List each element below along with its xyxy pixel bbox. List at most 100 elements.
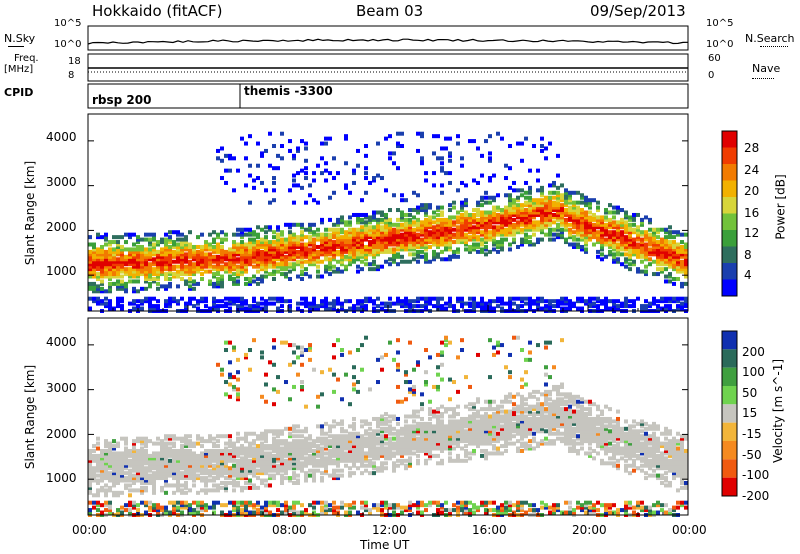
- heatmap-cell: [268, 272, 272, 277]
- heatmap-cell: [100, 259, 104, 264]
- heatmap-cell: [440, 205, 444, 210]
- heatmap-cell: [620, 225, 624, 230]
- heatmap-cell: [256, 176, 260, 181]
- heatmap-cell: [564, 306, 568, 311]
- heatmap-cell: [556, 232, 560, 237]
- heatmap-cell: [216, 456, 220, 461]
- heatmap-cell: [360, 247, 364, 252]
- heatmap-cell: [88, 235, 92, 240]
- heatmap-cell: [180, 483, 184, 488]
- heatmap-cell: [252, 259, 256, 264]
- heatmap-cell: [300, 262, 304, 267]
- heatmap-cell: [172, 296, 176, 301]
- heatmap-cell: [232, 242, 236, 247]
- heatmap-cell: [308, 247, 312, 252]
- heatmap-cell: [92, 254, 96, 259]
- heatmap-cell: [264, 429, 268, 434]
- heatmap-cell: [332, 230, 336, 235]
- heatmap-cell: [328, 441, 332, 446]
- heatmap-cell: [248, 200, 252, 205]
- heatmap-cell: [388, 419, 392, 424]
- heatmap-cell: [360, 505, 364, 510]
- heatmap-cell: [476, 203, 480, 208]
- heatmap-cell: [256, 269, 260, 274]
- heatmap-cell: [304, 299, 308, 304]
- heatmap-cell: [108, 448, 112, 453]
- heatmap-cell: [176, 299, 180, 304]
- heatmap-cell: [116, 296, 120, 301]
- heatmap-cell: [232, 466, 236, 471]
- heatmap-cell: [348, 220, 352, 225]
- heatmap-cell: [292, 178, 296, 183]
- heatmap-cell: [520, 215, 524, 220]
- heatmap-cell: [344, 242, 348, 247]
- heatmap-cell: [436, 244, 440, 249]
- heatmap-cell: [180, 232, 184, 237]
- heatmap-cell: [680, 267, 684, 272]
- heatmap-cell: [100, 476, 104, 481]
- heatmap-cell: [608, 306, 612, 311]
- heatmap-cell: [644, 257, 648, 262]
- heatmap-cell: [168, 257, 172, 262]
- heatmap-cell: [288, 461, 292, 466]
- heatmap-cell: [464, 227, 468, 232]
- heatmap-cell: [408, 426, 412, 431]
- heatmap-cell: [376, 244, 380, 249]
- heatmap-cell: [288, 139, 292, 144]
- heatmap-cell: [288, 444, 292, 449]
- heatmap-cell: [256, 264, 260, 269]
- heatmap-cell: [408, 441, 412, 446]
- heatmap-cell: [496, 220, 500, 225]
- heatmap-cell: [232, 384, 236, 389]
- heatmap-cell: [336, 463, 340, 468]
- heatmap-cell: [204, 463, 208, 468]
- heatmap-cell: [160, 451, 164, 456]
- heatmap-cell: [124, 281, 128, 286]
- heatmap-cell: [164, 252, 168, 257]
- heatmap-cell: [272, 276, 276, 281]
- heatmap-cell: [628, 227, 632, 232]
- heatmap-cell: [356, 389, 360, 394]
- heatmap-cell: [360, 212, 364, 217]
- heatmap-cell: [296, 237, 300, 242]
- heatmap-cell: [584, 240, 588, 245]
- heatmap-cell: [156, 281, 160, 286]
- heatmap-cell: [684, 296, 688, 301]
- heatmap-cell: [392, 463, 396, 468]
- heatmap-cell: [112, 249, 116, 254]
- heatmap-cell: [272, 269, 276, 274]
- heatmap-cell: [104, 252, 108, 257]
- heatmap-cell: [660, 306, 664, 311]
- heatmap-cell: [104, 249, 108, 254]
- heatmap-cell: [380, 235, 384, 240]
- heatmap-cell: [252, 264, 256, 269]
- heatmap-cell: [220, 176, 224, 181]
- heatmap-cell: [424, 240, 428, 245]
- heatmap-cell: [344, 436, 348, 441]
- heatmap-cell: [92, 473, 96, 478]
- heatmap-cell: [404, 304, 408, 309]
- heatmap-cell: [260, 296, 264, 301]
- heatmap-cell: [640, 254, 644, 259]
- heatmap-cell: [380, 421, 384, 426]
- heatmap-cell: [340, 217, 344, 222]
- heatmap-cell: [672, 257, 676, 262]
- heatmap-cell: [152, 252, 156, 257]
- heatmap-cell: [248, 249, 252, 254]
- heatmap-cell: [116, 240, 120, 245]
- heatmap-cell: [440, 168, 444, 173]
- heatmap-cell: [136, 456, 140, 461]
- heatmap-cell: [436, 232, 440, 237]
- heatmap-cell: [364, 171, 368, 176]
- heatmap-cell: [300, 453, 304, 458]
- heatmap-cell: [120, 466, 124, 471]
- heatmap-cell: [388, 262, 392, 267]
- heatmap-cell: [568, 212, 572, 217]
- heatmap-cell: [280, 340, 284, 345]
- heatmap-cell: [192, 471, 196, 476]
- heatmap-cell: [528, 299, 532, 304]
- heatmap-cell: [176, 480, 180, 485]
- heatmap-cell: [364, 508, 368, 513]
- heatmap-cell: [100, 249, 104, 254]
- heatmap-cell: [320, 244, 324, 249]
